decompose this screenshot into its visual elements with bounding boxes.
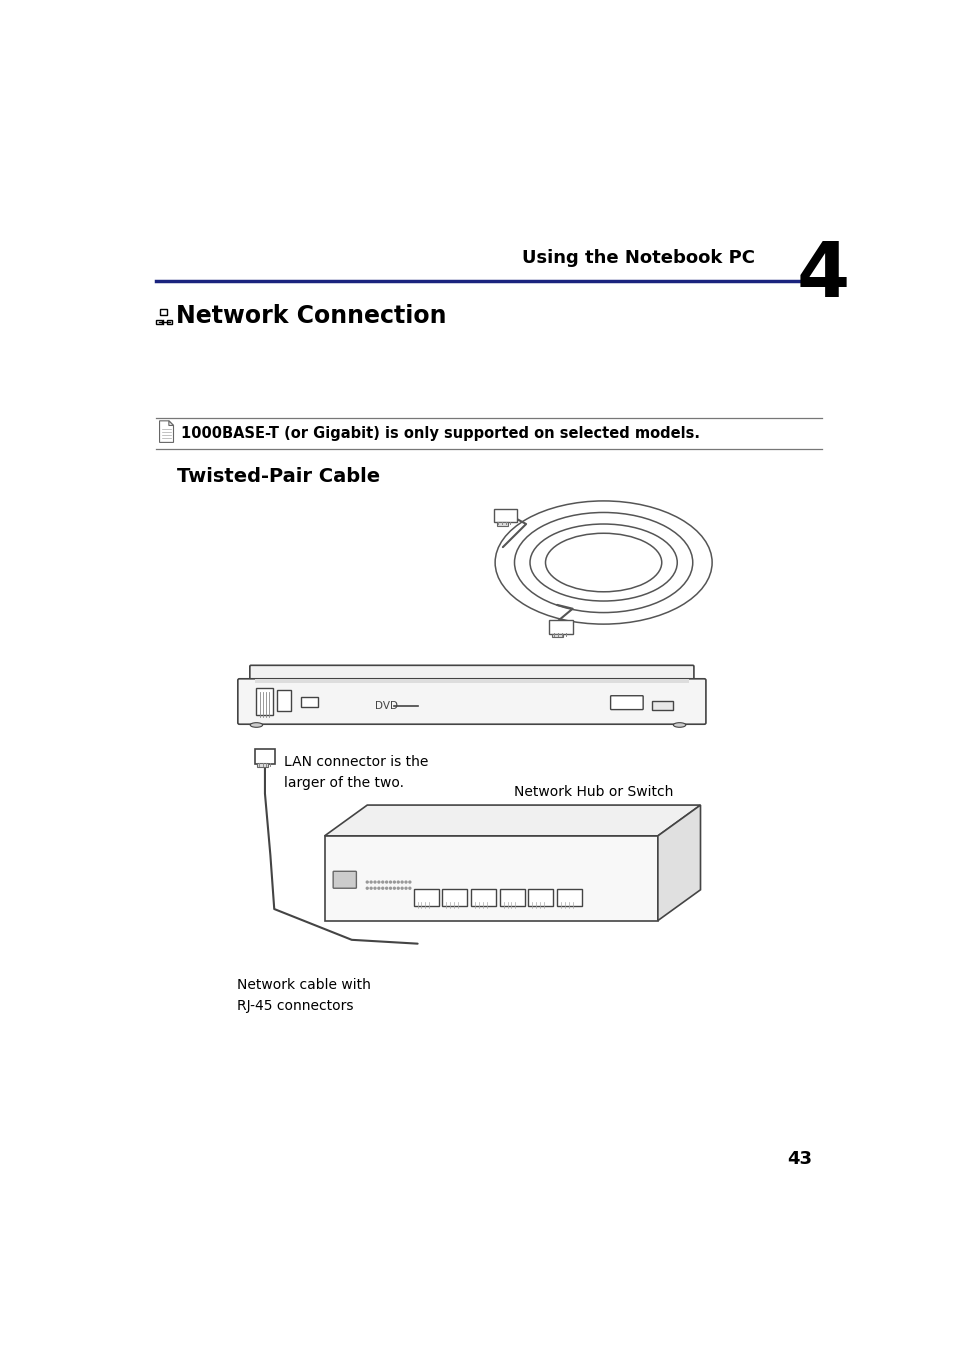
Ellipse shape bbox=[405, 881, 407, 884]
Polygon shape bbox=[159, 422, 173, 442]
Ellipse shape bbox=[396, 881, 398, 884]
FancyBboxPatch shape bbox=[651, 701, 673, 711]
Ellipse shape bbox=[381, 888, 383, 889]
Ellipse shape bbox=[250, 723, 262, 727]
Ellipse shape bbox=[405, 888, 407, 889]
Ellipse shape bbox=[370, 888, 372, 889]
FancyBboxPatch shape bbox=[497, 523, 507, 526]
Ellipse shape bbox=[374, 888, 375, 889]
Ellipse shape bbox=[381, 881, 383, 884]
FancyBboxPatch shape bbox=[610, 696, 642, 709]
Ellipse shape bbox=[377, 888, 379, 889]
Polygon shape bbox=[658, 805, 700, 920]
Ellipse shape bbox=[389, 881, 391, 884]
FancyBboxPatch shape bbox=[493, 508, 517, 523]
Text: DVD: DVD bbox=[375, 701, 397, 711]
Text: LAN connector is the
larger of the two.: LAN connector is the larger of the two. bbox=[284, 755, 428, 789]
FancyBboxPatch shape bbox=[254, 678, 688, 682]
Ellipse shape bbox=[377, 881, 379, 884]
FancyBboxPatch shape bbox=[159, 309, 167, 315]
Ellipse shape bbox=[400, 888, 403, 889]
FancyBboxPatch shape bbox=[256, 688, 274, 715]
Polygon shape bbox=[169, 422, 173, 426]
Text: Network Hub or Switch: Network Hub or Switch bbox=[514, 785, 673, 798]
Text: 43: 43 bbox=[786, 1150, 811, 1169]
Ellipse shape bbox=[374, 881, 375, 884]
Ellipse shape bbox=[400, 881, 403, 884]
Text: 4: 4 bbox=[796, 239, 848, 313]
FancyBboxPatch shape bbox=[333, 871, 356, 888]
Ellipse shape bbox=[673, 723, 685, 727]
Ellipse shape bbox=[396, 888, 398, 889]
FancyBboxPatch shape bbox=[499, 889, 524, 907]
Ellipse shape bbox=[389, 888, 391, 889]
FancyBboxPatch shape bbox=[552, 634, 562, 638]
Ellipse shape bbox=[385, 881, 387, 884]
Ellipse shape bbox=[409, 888, 411, 889]
FancyBboxPatch shape bbox=[301, 697, 318, 708]
FancyBboxPatch shape bbox=[254, 748, 274, 765]
FancyBboxPatch shape bbox=[471, 889, 496, 907]
Ellipse shape bbox=[385, 888, 387, 889]
FancyBboxPatch shape bbox=[442, 889, 467, 907]
Ellipse shape bbox=[393, 881, 395, 884]
Ellipse shape bbox=[366, 881, 368, 884]
Text: Twisted-Pair Cable: Twisted-Pair Cable bbox=[177, 467, 380, 486]
Ellipse shape bbox=[409, 881, 411, 884]
FancyBboxPatch shape bbox=[557, 889, 581, 907]
Ellipse shape bbox=[366, 888, 368, 889]
Polygon shape bbox=[324, 805, 700, 836]
FancyBboxPatch shape bbox=[276, 690, 291, 711]
Ellipse shape bbox=[393, 888, 395, 889]
FancyBboxPatch shape bbox=[549, 620, 572, 634]
Text: Network cable with
RJ-45 connectors: Network cable with RJ-45 connectors bbox=[236, 978, 371, 1013]
Text: Using the Notebook PC: Using the Notebook PC bbox=[521, 250, 754, 267]
FancyBboxPatch shape bbox=[167, 320, 172, 324]
FancyBboxPatch shape bbox=[528, 889, 553, 907]
FancyBboxPatch shape bbox=[250, 665, 693, 681]
FancyBboxPatch shape bbox=[257, 763, 268, 767]
FancyBboxPatch shape bbox=[324, 836, 658, 920]
FancyBboxPatch shape bbox=[156, 320, 162, 324]
Ellipse shape bbox=[370, 881, 372, 884]
FancyBboxPatch shape bbox=[414, 889, 438, 907]
Text: 1000BASE-T (or Gigabit) is only supported on selected models.: 1000BASE-T (or Gigabit) is only supporte… bbox=[181, 426, 700, 440]
FancyBboxPatch shape bbox=[237, 678, 705, 724]
Text: Network Connection: Network Connection bbox=[175, 304, 446, 328]
